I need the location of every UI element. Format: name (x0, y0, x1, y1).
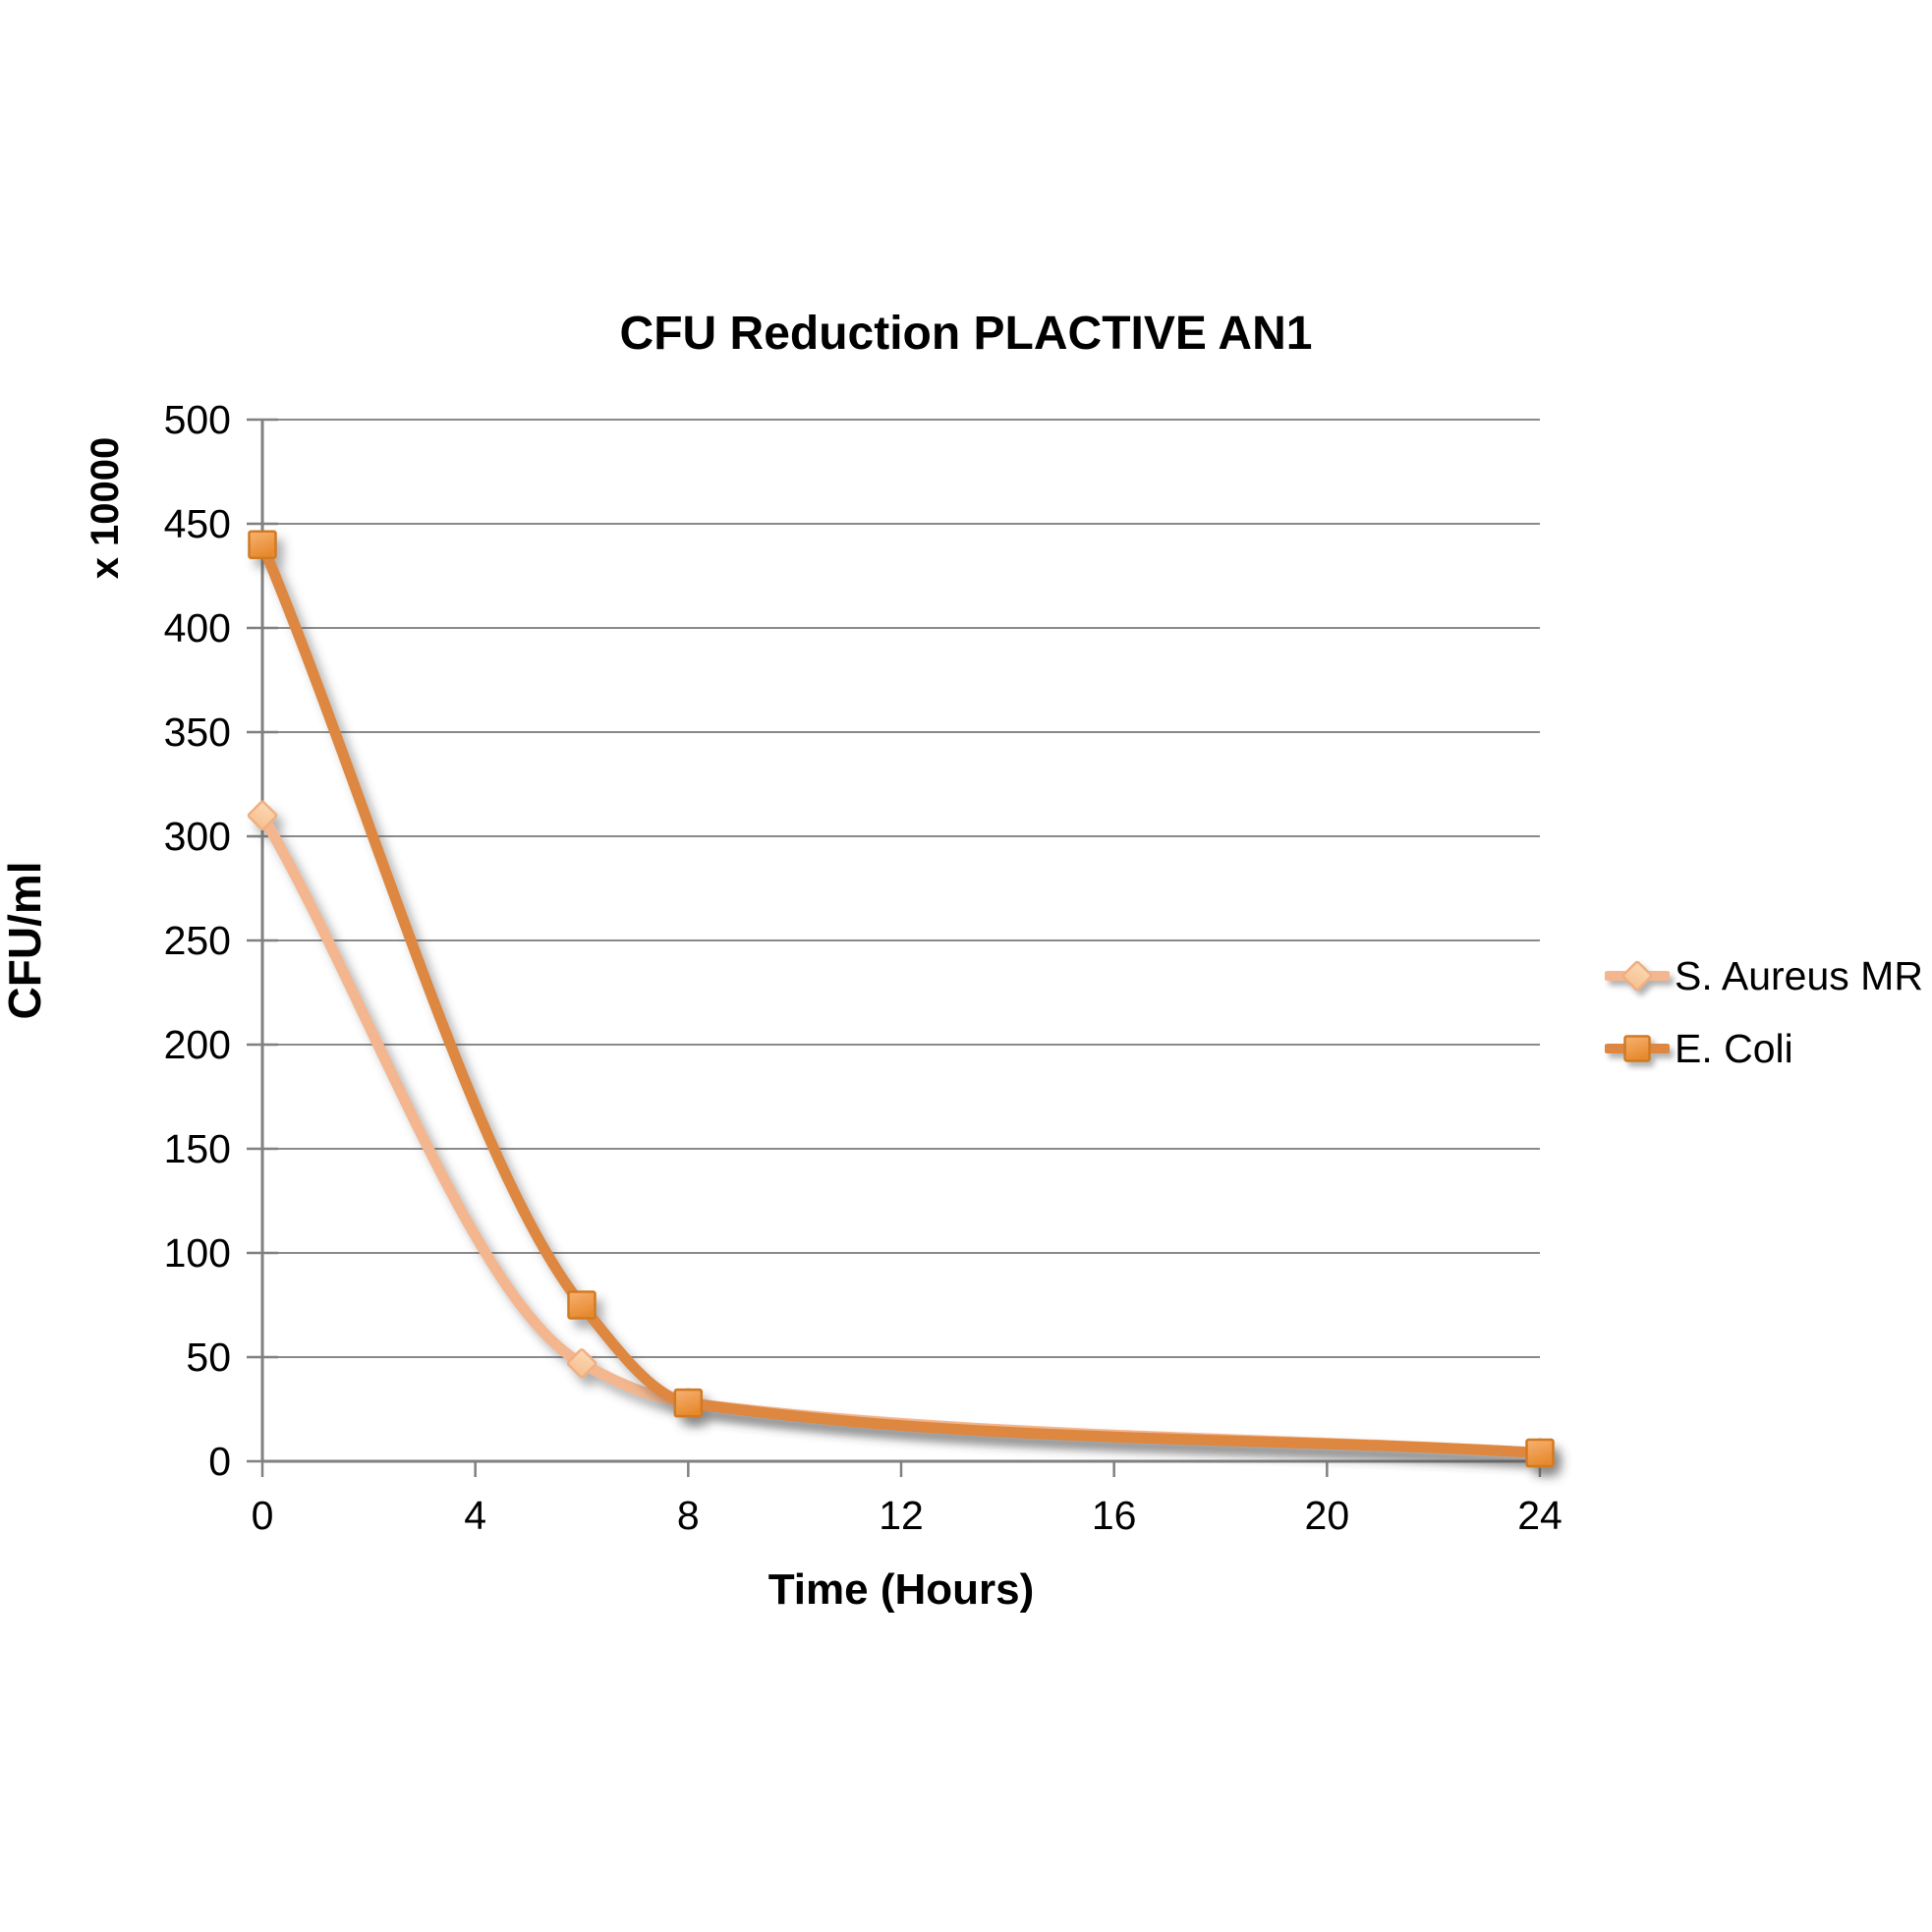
legend-marker-diamond-icon (1605, 960, 1670, 992)
x-tick-label-0: 0 (251, 1493, 274, 1538)
marker-square-e-coli (1525, 1438, 1555, 1468)
y-tick-label-350: 350 (163, 710, 231, 755)
series-line-e-coli (256, 539, 1546, 1459)
x-tick-label-20: 20 (1304, 1493, 1350, 1538)
legend-item-e-coli: E. Coli (1605, 1014, 1923, 1083)
y-tick-label-200: 200 (163, 1022, 231, 1067)
x-tick-label-4: 4 (464, 1493, 487, 1538)
y-tick-label-250: 250 (163, 918, 231, 963)
y-tick-label-450: 450 (163, 501, 231, 546)
y-tick-label-150: 150 (163, 1126, 231, 1171)
y-tick-label-300: 300 (163, 814, 231, 859)
y-tick-label-100: 100 (163, 1230, 231, 1276)
x-axis-title: Time (Hours) (767, 1565, 1035, 1614)
series-s-aureus-mr (247, 800, 1556, 1468)
x-tick-label-16: 16 (1091, 1493, 1137, 1538)
marker-square-e-coli (567, 1290, 597, 1320)
marker-square-e-coli (673, 1388, 704, 1418)
x-tick-label-24: 24 (1517, 1493, 1563, 1538)
y-tick-label-400: 400 (163, 605, 231, 651)
legend: S. Aureus MR E. Coli (1605, 941, 1923, 1083)
chart-title: CFU Reduction PLACTIVE AN1 (619, 308, 1313, 360)
x-tick-label-12: 12 (879, 1493, 924, 1538)
series-e-coli (248, 530, 1555, 1468)
y-tick-label-50: 50 (186, 1335, 231, 1380)
marker-diamond-s-aureus-mr (566, 1348, 597, 1379)
marker-square-e-coli (248, 530, 277, 559)
legend-label: S. Aureus MR (1675, 952, 1923, 998)
y-tick-label-500: 500 (163, 397, 231, 442)
marker-diamond-s-aureus-mr (247, 800, 278, 831)
legend-marker-square-icon (1605, 1035, 1670, 1062)
x-tick-label-8: 8 (676, 1493, 700, 1538)
legend-label: E. Coli (1675, 1025, 1793, 1071)
y-tick-label-0: 0 (208, 1439, 231, 1484)
legend-item-s-aureus-mr: S. Aureus MR (1605, 941, 1923, 1010)
